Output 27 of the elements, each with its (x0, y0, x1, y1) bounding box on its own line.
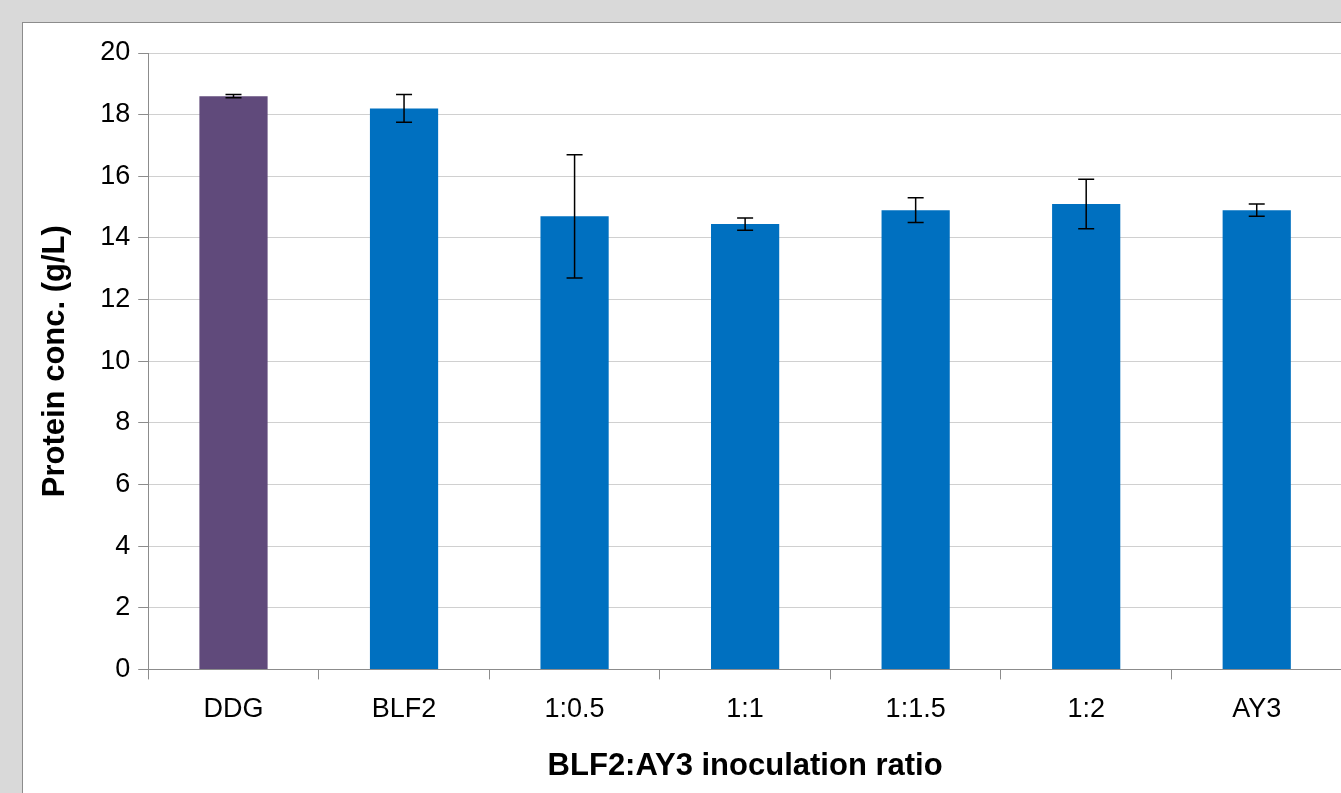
y-axis-title: Protein conc. (g/L) (36, 225, 72, 498)
x-tick-label: 1:0.5 (544, 693, 605, 724)
x-tick-label: 1:2 (1067, 693, 1105, 724)
y-tick-label: 12 (100, 283, 131, 314)
y-tick-label: 4 (115, 529, 131, 560)
bar (199, 96, 268, 669)
y-tick-label: 14 (100, 221, 131, 252)
y-tick-label: 16 (100, 159, 131, 190)
y-tick-label: 8 (115, 406, 131, 437)
x-tick-label: AY3 (1232, 693, 1282, 724)
bar (1052, 204, 1121, 669)
x-tick-label: BLF2 (371, 693, 437, 724)
x-tick-label: DDG (203, 693, 264, 724)
bar (711, 224, 780, 669)
bar (1222, 210, 1291, 669)
x-tick-label: 1:1.5 (885, 693, 946, 724)
y-tick-label: 18 (100, 98, 131, 129)
bar (881, 210, 950, 669)
bar (369, 108, 439, 669)
y-tick-label: 0 (115, 652, 131, 683)
x-axis-title: BLF2:AY3 inoculation ratio (547, 746, 943, 782)
y-tick-label: 10 (100, 344, 131, 375)
bar (540, 216, 609, 669)
y-tick-label: 2 (115, 591, 131, 622)
y-tick-label: 20 (100, 36, 131, 67)
y-tick-label: 6 (115, 467, 131, 498)
x-tick-label: 1:1 (726, 693, 764, 724)
